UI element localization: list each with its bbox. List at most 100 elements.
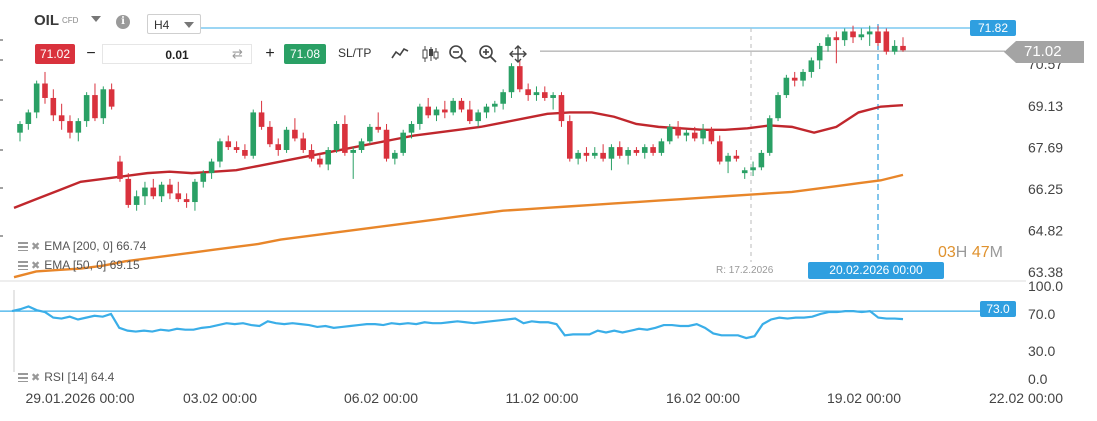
- line-chart-icon[interactable]: [390, 44, 410, 64]
- info-icon[interactable]: i: [116, 15, 130, 29]
- indicator-rsi-label: RSI [14] 64.4: [44, 370, 115, 384]
- candle-body: [517, 66, 523, 90]
- close-icon[interactable]: ✖: [31, 241, 41, 253]
- timeframe-value: H4: [154, 18, 170, 32]
- sell-button[interactable]: 71.02: [35, 44, 75, 64]
- candle-body: [758, 152, 765, 168]
- decrease-quantity-button[interactable]: −: [86, 45, 96, 62]
- indicator-rsi[interactable]: ✖ RSI [14] 64.4: [18, 370, 114, 384]
- symbol-name[interactable]: OIL: [34, 12, 59, 29]
- increase-quantity-button[interactable]: +: [265, 45, 275, 62]
- candle-body: [367, 126, 373, 142]
- rsi-tick-label: 30.0: [1028, 343, 1055, 359]
- candle-body: [58, 115, 65, 122]
- candle-body: [775, 95, 781, 119]
- ruler-label: R: 17.2.2026: [716, 265, 774, 276]
- time-tick-label: 22.02 00:00: [989, 390, 1063, 406]
- quantity-input[interactable]: 0.01: [102, 44, 252, 64]
- chevron-down-icon[interactable]: [91, 16, 101, 22]
- current-price-value: 71.02: [1024, 43, 1062, 60]
- indicator-ema200[interactable]: ✖ EMA [200, 0] 66.74: [18, 239, 146, 253]
- candle-body: [575, 152, 581, 159]
- rsi-tick-label: 0.0: [1028, 371, 1048, 387]
- candle-body: [500, 92, 506, 104]
- candles-icon[interactable]: [420, 44, 440, 64]
- candle-body: [816, 45, 823, 61]
- candle-body: [208, 161, 215, 174]
- price-tick-label: 63.38: [1028, 264, 1063, 280]
- candle-body: [475, 112, 481, 122]
- high-level-label: 71.82: [970, 20, 1016, 36]
- candle-body: [342, 123, 348, 153]
- price-tick-label: 69.13: [1028, 98, 1063, 114]
- ema200-line: [13, 173, 904, 279]
- candle-body: [175, 193, 182, 200]
- candle-body: [408, 123, 415, 133]
- candle-body: [542, 92, 548, 98]
- zoom-in-icon[interactable]: [478, 44, 498, 64]
- candle-body: [866, 31, 873, 35]
- price-tick-label: 64.82: [1028, 222, 1063, 238]
- candle-body: [83, 95, 90, 122]
- candle-body: [616, 147, 623, 156]
- toolbar: OIL CFD i H4 71.02 − 0.01 ⇄ + 71.08 SL/T…: [0, 0, 1097, 80]
- candle-body: [675, 126, 681, 136]
- candle-body: [225, 141, 232, 148]
- swap-icon[interactable]: ⇄: [232, 46, 243, 61]
- candle-body: [858, 34, 865, 38]
- candle-body: [25, 112, 32, 124]
- candle-body: [442, 109, 448, 113]
- candle-body: [117, 161, 123, 179]
- close-icon[interactable]: ✖: [31, 260, 41, 272]
- candle-body: [67, 121, 73, 133]
- zoom-out-icon[interactable]: [448, 44, 468, 64]
- candle-body: [492, 103, 498, 107]
- candle-body: [508, 66, 515, 93]
- candle-body: [791, 77, 798, 81]
- candle-body: [233, 147, 240, 150]
- candle-body: [583, 152, 590, 156]
- candle-body: [100, 89, 107, 119]
- candle-body: [708, 129, 715, 142]
- candle-body: [467, 109, 473, 122]
- candle-body: [841, 31, 848, 41]
- candle-body: [833, 37, 840, 41]
- candle-body: [308, 150, 315, 159]
- candle-body: [483, 106, 490, 113]
- time-tick-label: 16.02 00:00: [666, 390, 740, 406]
- move-icon[interactable]: [508, 44, 528, 64]
- candle-body: [350, 150, 357, 153]
- sltp-button[interactable]: SL/TP: [338, 46, 372, 60]
- candle-body: [608, 147, 615, 159]
- rsi-level-label: 73.0: [980, 301, 1016, 317]
- current-price-tag: [1004, 41, 1084, 63]
- timeframe-select[interactable]: H4: [147, 14, 201, 34]
- candle-body: [716, 141, 723, 162]
- candle-body: [417, 106, 423, 124]
- candle-body: [658, 141, 665, 153]
- settings-icon[interactable]: [18, 242, 28, 251]
- close-icon[interactable]: ✖: [31, 372, 41, 384]
- candle-body: [192, 181, 198, 203]
- candle-body: [358, 141, 365, 150]
- buy-button[interactable]: 71.08: [284, 44, 326, 64]
- candle-body: [558, 95, 565, 122]
- rsi-tick-label: 100.0: [1028, 278, 1063, 294]
- candle-body: [433, 109, 440, 116]
- candle-body: [17, 123, 23, 133]
- candle-body: [317, 158, 323, 165]
- settings-icon[interactable]: [18, 261, 28, 270]
- candle-body: [525, 89, 531, 96]
- candle-body: [566, 121, 573, 159]
- settings-icon[interactable]: [18, 373, 28, 382]
- candle-body: [750, 167, 756, 171]
- indicator-ema50-label: EMA [50, 0] 69.15: [44, 258, 140, 272]
- candle-body: [333, 123, 340, 150]
- candle-body: [183, 199, 190, 203]
- countdown-minutes: 47: [971, 244, 990, 261]
- candle-body: [133, 196, 140, 205]
- candle-body: [700, 129, 706, 139]
- indicator-ema50[interactable]: ✖ EMA [50, 0] 69.15: [18, 258, 140, 272]
- countdown-hours-unit: H: [955, 244, 968, 261]
